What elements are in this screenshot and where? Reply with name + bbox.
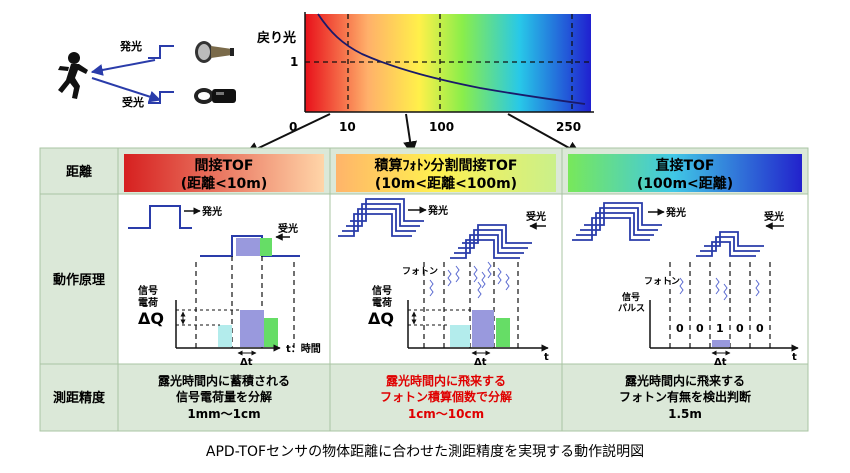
col3-accuracy-line1: 露光時間内に飛来する (625, 373, 745, 388)
row-label-distance: 距離 (66, 164, 92, 180)
col2-accuracy-value: 1cm～10cm (408, 407, 484, 421)
accuracy-col1: 露光時間内に蓄積される 信号電荷量を分解 1mm～1cm (158, 373, 290, 421)
accuracy-col3: 露光時間内に飛来する フォトン有無を検出判断 1.5m (619, 373, 751, 421)
col2-signal-label: 信号 (372, 284, 392, 297)
runner-icon (58, 52, 88, 99)
col3-pulse-label-2: パルス (618, 302, 645, 314)
col3-receive-pulse (696, 231, 764, 257)
pointer-arrow-direct (507, 113, 582, 155)
col2-delta-q: ΔQ (368, 309, 394, 328)
col3-title: 直接TOF (655, 157, 714, 174)
col1-emit-pulse (128, 205, 192, 229)
col3-photon-label: フォトン (644, 276, 680, 287)
figure-caption: APD-TOFセンサの物体距離に合わせた測距精度を実現する動作説明図 (206, 443, 644, 460)
row-label-principle: 動作原理 (53, 272, 105, 288)
col1-delta-t: Δt (240, 357, 253, 368)
col1-range: (距離<10m) (181, 175, 268, 192)
col2-emit-pulse (338, 198, 424, 237)
col3-bit-5: 0 (756, 322, 764, 335)
col3-principle-diagram: 発光 受光 フォトン 信号 パルス 0 0 1 0 (572, 202, 799, 368)
accuracy-col2: 露光時間内に飛来する フォトン積算個数で分解 1cm～10cm (380, 373, 512, 421)
graph-x-tick-100: 100 (429, 120, 454, 134)
col1-header-cell (124, 154, 324, 192)
col3-emit-label: 発光 (665, 206, 686, 219)
graph-return-curve (317, 13, 586, 105)
graph-x-tick-10: 10 (339, 120, 356, 134)
col1-charge-label: 電荷 (138, 296, 158, 309)
col2-principle-diagram: 発光 受光 フォトン 信号 (338, 198, 549, 368)
col2-emit-label: 発光 (427, 204, 448, 217)
col3-bit-3: 1 (716, 322, 724, 335)
pointer-arrow-indirect (244, 113, 331, 155)
col3-receive-label: 受光 (764, 210, 784, 223)
col2-charge-label: 電荷 (372, 296, 392, 309)
col1-accuracy-value: 1mm～1cm (187, 407, 260, 421)
col3-range: (100m<距離) (637, 175, 733, 192)
spectrum-plot-area (305, 14, 591, 112)
col1-title: 間接TOF (194, 157, 253, 174)
col2-receive-label: 受光 (526, 210, 546, 223)
col3-time-axis-label: t (792, 352, 797, 363)
col3-accuracy-value: 1.5m (668, 407, 702, 421)
graph-y-tick-1: 1 (290, 55, 298, 69)
col2-photon-label: フォトン (402, 266, 438, 277)
col3-pulse-label-1: 信号 (622, 291, 640, 303)
col2-title: 積算ﾌｫﾄﾝ分割間接TOF (373, 157, 517, 174)
col1-receive-label: 受光 (278, 222, 298, 235)
flashlight-icon (195, 41, 234, 63)
graph-x-tick-0: 0 (289, 120, 297, 134)
col1-emit-label: 発光 (201, 205, 222, 218)
col3-emit-pulse (572, 202, 662, 241)
col2-receive-pulse (450, 224, 532, 259)
col2-header-cell (336, 154, 556, 192)
col2-delta-t: Δt (474, 357, 487, 368)
col3-delta-t: Δt (714, 357, 727, 368)
receive-beam-arrow (91, 77, 162, 103)
col1-delta-q: ΔQ (138, 309, 164, 328)
col2-photon-squiggles (429, 261, 510, 299)
col3-photon-squiggles (679, 277, 760, 301)
pointer-arrow-photon (403, 113, 418, 156)
row-label-accuracy: 測距精度 (53, 390, 106, 406)
top-emit-label: 発光 (119, 39, 142, 53)
emit-beam-arrow (90, 59, 156, 76)
col1-accuracy-line2: 信号電荷量を分解 (176, 389, 272, 404)
col3-bit-1: 0 (676, 322, 684, 335)
col3-accuracy-line2: フォトン有無を検出判断 (619, 389, 751, 404)
col1-accuracy-line1: 露光時間内に蓄積される (158, 373, 290, 388)
graph-ylabel: 戻り光 (256, 30, 296, 46)
col1-principle-diagram: 発光 受光 信号 電荷 ΔQ Δt t：時間 (128, 205, 321, 368)
top-emit-pulse (148, 45, 174, 59)
col1-signal-label: 信号 (138, 284, 158, 297)
col3-bit-2: 0 (696, 322, 704, 335)
top-receive-label: 受光 (122, 95, 144, 109)
graph-x-tick-250: 250 (556, 120, 581, 134)
col3-header-cell (568, 154, 802, 192)
col1-time-axis-label: t：時間 (286, 342, 321, 355)
camera-icon (194, 88, 236, 104)
col2-accuracy-line1: 露光時間内に飛来する (386, 373, 506, 388)
col3-bit-4: 0 (736, 322, 744, 335)
col2-range: (10m<距離<100m) (375, 175, 517, 192)
top-receive-pulse (148, 91, 174, 104)
col2-accuracy-line2: フォトン積算個数で分解 (380, 389, 512, 404)
col2-time-axis-label: t (544, 352, 549, 363)
